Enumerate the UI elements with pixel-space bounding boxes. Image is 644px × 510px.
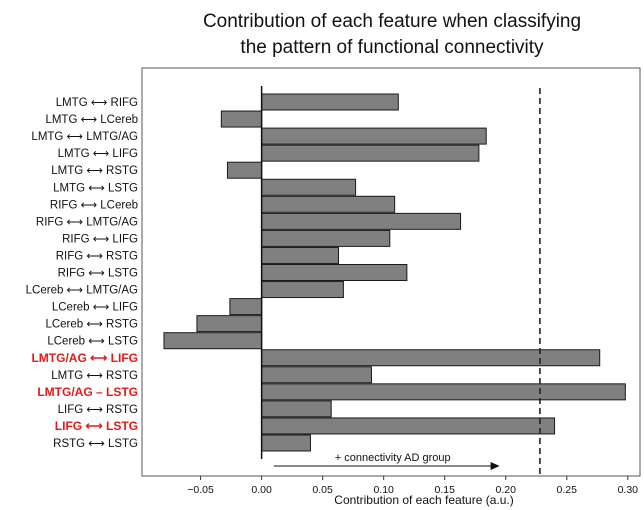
category-label-16: LMTG/AG ⟷ LIFG (31, 351, 138, 365)
category-label-3: LMTG ⟷ LMTG/AG (31, 131, 138, 143)
x-tick-label-8: 0.30 (618, 484, 639, 496)
x-tick-label-2: 0.00 (251, 484, 272, 496)
bar-21 (261, 434, 311, 452)
bar-19 (261, 400, 332, 418)
category-label-9: RIFG ⟷ LIFG (62, 233, 138, 245)
category-label-20: LIFG ⟷ LSTG (55, 419, 138, 433)
category-label-11: RIFG ⟷ LSTG (58, 268, 138, 280)
category-label-19: LIFG ⟷ RSTG (58, 404, 138, 416)
x-tick-label-5: 0.15 (434, 484, 455, 496)
x-tick-label-3: 0.05 (312, 484, 333, 496)
category-label-10: RIFG ⟷ RSTG (56, 250, 138, 262)
bar-2 (220, 110, 263, 128)
annotation-label: + connectivity AD group (335, 452, 451, 464)
bar-6 (261, 178, 357, 196)
x-tick-label-6: 0.20 (496, 484, 517, 496)
chart-title-line-1: Contribution of each feature when classi… (203, 11, 581, 32)
bar-5 (226, 161, 263, 179)
bar-16 (261, 349, 601, 367)
chart-title-line-2: the pattern of functional connectivity (240, 37, 544, 58)
bar-12 (261, 281, 344, 299)
category-label-13: LCereb ⟷ LIFG (52, 302, 138, 314)
bar-18 (261, 383, 626, 401)
category-label-2: LMTG ⟷ LCereb (45, 114, 138, 126)
x-tick-label-7: 0.25 (557, 484, 578, 496)
category-label-6: LMTG ⟷ LSTG (53, 182, 138, 194)
bar-3 (261, 127, 487, 145)
annotation-arrowhead (490, 462, 500, 470)
bar-4 (261, 144, 480, 162)
bar-7 (261, 195, 396, 213)
category-label-7: RIFG ⟷ LCereb (50, 199, 138, 211)
category-label-14: LCereb ⟷ RSTG (45, 319, 138, 331)
x-tick-label-1: −0.05 (187, 484, 214, 496)
plot-area (141, 67, 641, 477)
category-label-5: LMTG ⟷ RSTG (51, 165, 138, 177)
bar-11 (261, 264, 408, 281)
bar-13 (229, 298, 263, 316)
category-label-21: RSTG ⟷ LSTG (53, 438, 138, 450)
category-label-15: LCereb ⟷ LSTG (47, 336, 138, 348)
bars-group (163, 93, 626, 452)
x-axis-ticks: −0.05 0.00 0.05 0.10 0.15 0.20 0.25 0.30 (187, 476, 638, 496)
category-label-18: LMTG/AG – LSTG (37, 385, 138, 399)
bar-10 (261, 246, 340, 264)
bar-14 (196, 315, 263, 333)
x-axis-label: Contribution of each feature (a.u.) (334, 493, 513, 507)
category-label-12: LCereb ⟷ LMTG/AG (26, 285, 138, 297)
bar-20 (261, 417, 556, 435)
bar-15 (163, 332, 263, 350)
category-label-4: LMTG ⟷ LIFG (58, 148, 138, 160)
category-label-1: LMTG ⟷ RIFG (56, 97, 138, 109)
category-label-17: LMTG ⟷ RSTG (51, 370, 138, 382)
bar-8 (261, 212, 462, 230)
bar-9 (261, 229, 391, 247)
category-label-8: RIFG ⟷ LMTG/AG (36, 216, 138, 228)
bar-17 (261, 366, 372, 384)
category-labels: LMTG ⟷ RIFG LMTG ⟷ LCereb LMTG ⟷ LMTG/AG LM… (26, 97, 138, 450)
x-tick-label-4: 0.10 (373, 484, 394, 496)
bar-1 (261, 93, 399, 111)
